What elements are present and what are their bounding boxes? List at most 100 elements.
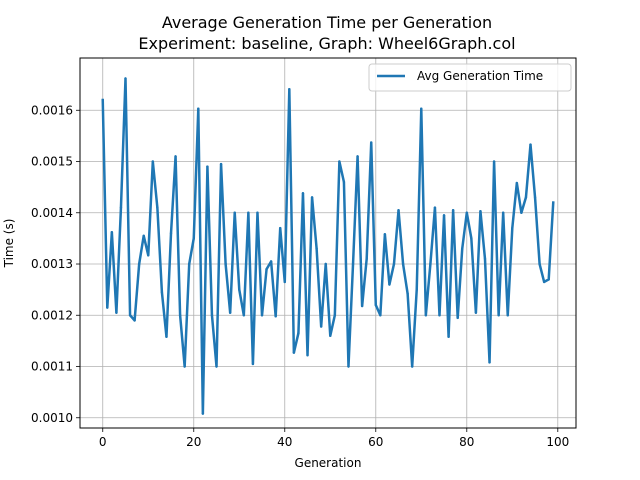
- legend-box: [368, 63, 572, 92]
- data-point: [242, 314, 246, 317]
- data-point: [110, 231, 114, 234]
- series-line-avg-generation-time: [101, 77, 555, 415]
- data-point: [365, 257, 368, 261]
- data-point: [324, 262, 327, 266]
- data-point: [347, 365, 350, 368]
- data-point: [297, 331, 300, 335]
- legend: Avg Generation Time: [368, 63, 572, 92]
- data-point: [238, 288, 241, 291]
- data-point: [269, 260, 273, 263]
- legend-label-avg-generation-time: Avg Generation Time: [417, 69, 543, 83]
- data-point: [201, 412, 205, 415]
- data-point: [228, 311, 232, 314]
- data-point: [137, 262, 141, 266]
- x-tick-label: 60: [368, 435, 383, 449]
- data-point: [524, 196, 528, 199]
- y-tick-label: 0.0016: [31, 103, 73, 117]
- data-point: [547, 278, 550, 281]
- data-point: [133, 319, 136, 322]
- data-point: [474, 311, 478, 314]
- data-point: [251, 362, 255, 366]
- data-point: [529, 143, 532, 146]
- y-tick-label: 0.0014: [31, 206, 73, 220]
- y-tick-label: 0.0011: [31, 360, 73, 374]
- data-point: [124, 77, 127, 80]
- data-point: [174, 155, 177, 158]
- data-point: [256, 211, 259, 214]
- x-tick-label: 80: [459, 435, 474, 449]
- data-point: [420, 107, 423, 110]
- data-point: [333, 314, 337, 317]
- data-point: [542, 280, 546, 284]
- data-point: [292, 351, 296, 354]
- data-point: [306, 354, 309, 357]
- data-point: [265, 267, 268, 271]
- data-point: [429, 262, 432, 266]
- data-point: [370, 141, 373, 144]
- data-point: [511, 226, 514, 230]
- data-point: [401, 262, 405, 266]
- series-layer: [101, 77, 555, 415]
- plot-frame: [79, 57, 577, 429]
- data-point: [215, 365, 218, 368]
- data-point: [156, 206, 159, 209]
- data-point: [279, 226, 282, 230]
- data-point: [283, 280, 286, 284]
- data-point: [424, 314, 428, 317]
- data-point: [501, 211, 505, 214]
- data-point: [301, 192, 305, 195]
- x-tick-label: 0: [99, 435, 107, 449]
- data-point: [538, 262, 541, 266]
- data-point: [533, 196, 537, 199]
- data-point: [374, 303, 377, 307]
- data-point: [260, 314, 264, 317]
- data-point: [160, 291, 164, 294]
- data-point: [492, 160, 496, 163]
- data-point: [310, 196, 314, 199]
- data-point: [288, 88, 291, 91]
- x-tick-label: 100: [546, 435, 569, 449]
- x-tick-label: 40: [277, 435, 292, 449]
- data-point: [183, 365, 186, 368]
- data-point: [379, 314, 382, 317]
- data-point: [319, 325, 323, 328]
- data-point: [520, 211, 523, 214]
- data-point: [342, 180, 346, 184]
- y-tick-label: 0.0010: [31, 411, 73, 425]
- data-point: [470, 237, 473, 240]
- data-point: [192, 237, 195, 240]
- data-point: [552, 201, 555, 204]
- data-point: [410, 365, 414, 368]
- data-point: [188, 262, 191, 266]
- data-point: [465, 211, 468, 214]
- data-point: [206, 165, 209, 168]
- ticks-layer: 0 20 40 60 80 100 0.0010 0.0011 0.0012 0.0013 0.00…: [31, 103, 569, 449]
- data-point: [360, 304, 364, 308]
- chart-title: Average Generation Time per Generation: [162, 13, 492, 32]
- data-point: [233, 211, 236, 214]
- data-point: [433, 206, 437, 209]
- data-point: [151, 160, 155, 163]
- data-point: [447, 335, 450, 338]
- data-point: [329, 334, 332, 337]
- data-point: [224, 262, 227, 266]
- data-point: [497, 314, 500, 317]
- data-point: [515, 181, 519, 185]
- data-point: [119, 206, 123, 209]
- y-axis-label: Time (s): [2, 219, 16, 269]
- data-point: [315, 247, 318, 250]
- y-tick-label: 0.0013: [31, 257, 73, 271]
- data-point: [392, 262, 396, 266]
- y-tick-label: 0.0015: [31, 155, 73, 169]
- data-point: [106, 306, 109, 309]
- data-point: [415, 288, 418, 291]
- data-point: [479, 210, 482, 213]
- data-point: [210, 314, 214, 317]
- data-point: [383, 233, 387, 236]
- data-point: [165, 335, 168, 338]
- y-tick-label: 0.0012: [31, 308, 73, 322]
- data-point: [488, 361, 491, 364]
- data-point: [483, 257, 487, 261]
- data-point: [451, 209, 455, 212]
- data-point: [178, 314, 182, 317]
